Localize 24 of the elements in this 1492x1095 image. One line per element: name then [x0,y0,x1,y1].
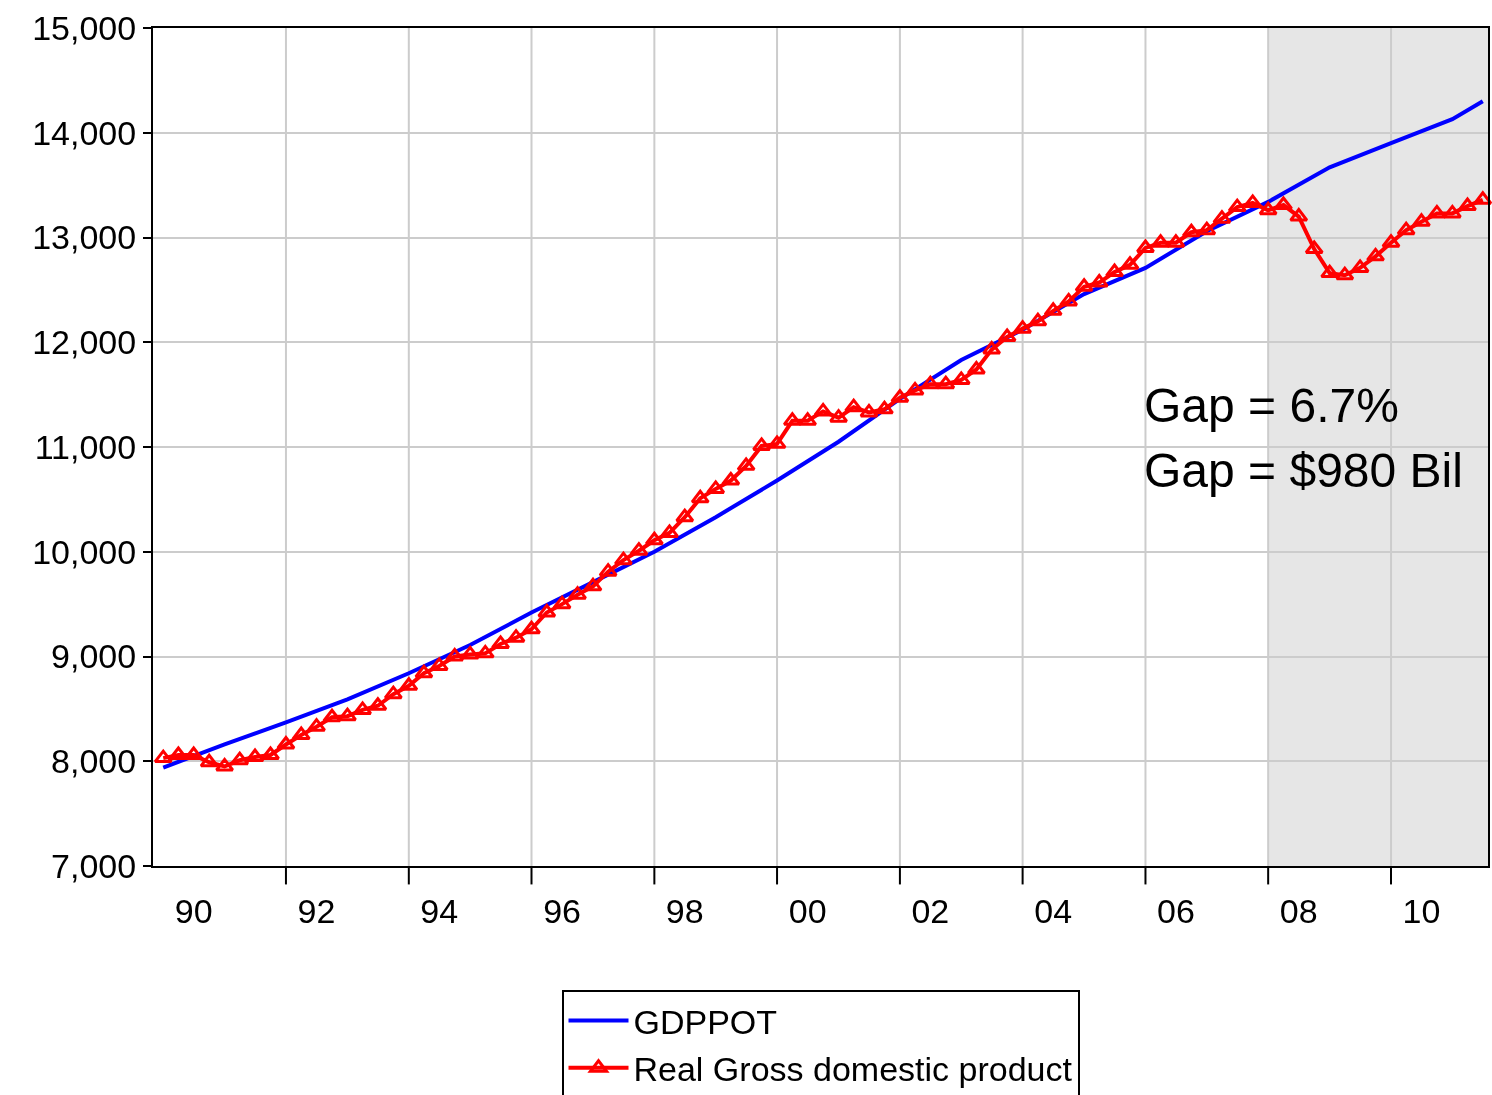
y-tick-label: 10,000 [32,532,137,571]
y-tick-label: 9,000 [51,637,137,676]
x-tick-label: 06 [1156,891,1195,930]
x-tick-label: 96 [543,891,581,930]
y-tick-label: 11,000 [34,427,137,466]
y-tick-label: 12,000 [32,323,137,362]
y-tick-label: 15,000 [32,8,137,47]
x-tick-label: 92 [297,891,336,930]
x-tick-label: 90 [174,891,213,930]
y-tick-label: 8,000 [51,742,137,781]
legend-label: GDPPOT [633,1002,778,1041]
x-tick-label: 02 [911,891,950,930]
y-tick-label: 7,000 [51,846,137,885]
y-tick-label: 13,000 [32,218,137,257]
annotation: Gap = $980 Bil [1144,444,1463,497]
x-tick-label: 04 [1034,891,1073,930]
x-tick-label: 10 [1402,891,1441,930]
annotation: Gap = 6.7% [1144,379,1399,432]
legend-label: Real Gross domestic product [633,1050,1073,1089]
x-tick-label: 08 [1279,891,1318,930]
y-tick-label: 14,000 [32,113,137,152]
x-tick-label: 00 [788,891,827,930]
x-tick-label: 94 [420,891,459,930]
x-tick-label: 98 [665,891,704,930]
